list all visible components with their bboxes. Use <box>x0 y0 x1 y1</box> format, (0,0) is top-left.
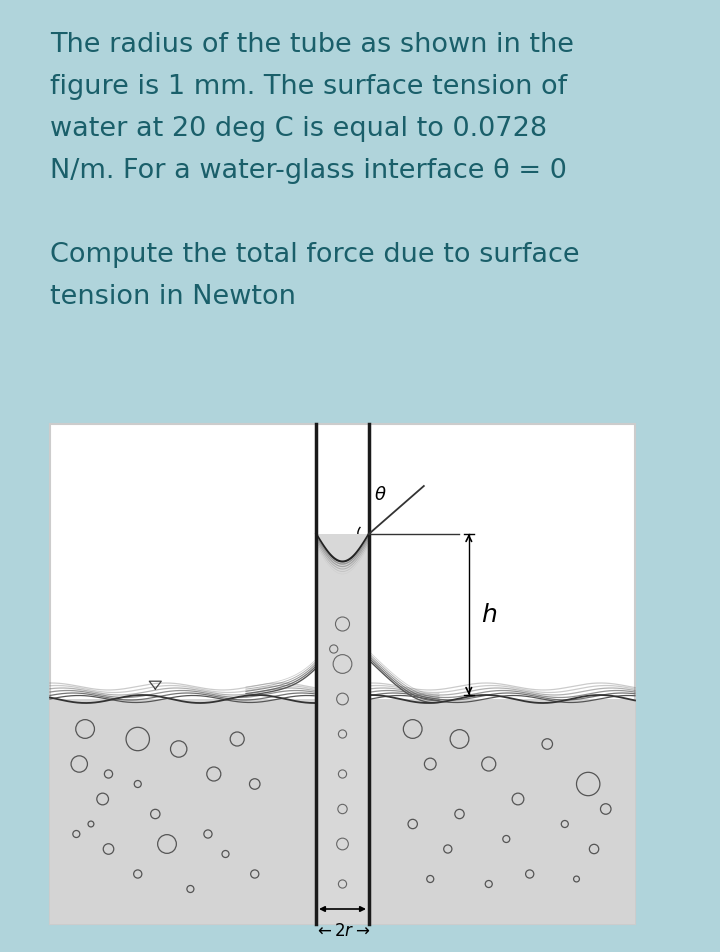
Text: The radius of the tube as shown in the: The radius of the tube as shown in the <box>50 32 574 58</box>
Text: $\leftarrow 2r \rightarrow$: $\leftarrow 2r \rightarrow$ <box>315 923 371 940</box>
Text: $h$: $h$ <box>481 603 497 626</box>
Text: water at 20 deg C is equal to 0.0728: water at 20 deg C is equal to 0.0728 <box>50 116 547 142</box>
Text: Compute the total force due to surface: Compute the total force due to surface <box>50 242 580 268</box>
Text: $\theta$: $\theta$ <box>374 486 387 504</box>
Bar <box>316 534 369 924</box>
Text: figure is 1 mm. The surface tension of: figure is 1 mm. The surface tension of <box>50 74 567 100</box>
Text: tension in Newton: tension in Newton <box>50 284 296 310</box>
Bar <box>369 699 635 924</box>
Bar <box>50 699 316 924</box>
Polygon shape <box>316 534 369 924</box>
Text: N/m. For a water-glass interface θ = 0: N/m. For a water-glass interface θ = 0 <box>50 158 567 184</box>
FancyBboxPatch shape <box>50 424 635 924</box>
